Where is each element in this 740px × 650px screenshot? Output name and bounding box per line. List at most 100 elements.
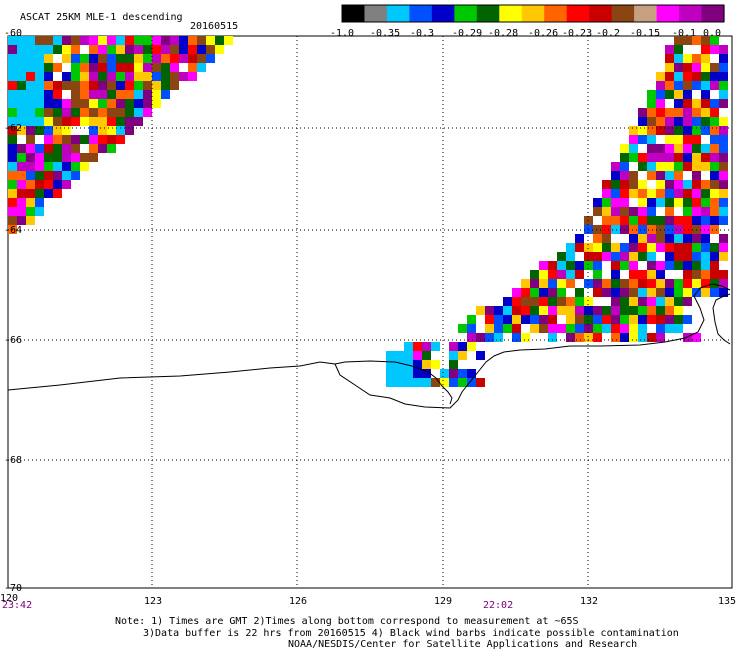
color-scale-swatch bbox=[611, 5, 635, 22]
data-pixel bbox=[692, 333, 701, 342]
legend-label-3: -0.29 bbox=[452, 28, 482, 39]
data-pixel bbox=[701, 270, 710, 279]
data-pixel bbox=[53, 144, 62, 153]
data-pixel bbox=[629, 252, 638, 261]
data-pixel bbox=[692, 45, 701, 54]
data-pixel bbox=[701, 288, 710, 297]
data-pixel bbox=[557, 279, 566, 288]
data-pixel bbox=[611, 252, 620, 261]
data-pixel bbox=[116, 63, 125, 72]
data-pixel bbox=[719, 117, 728, 126]
data-pixel bbox=[638, 180, 647, 189]
data-pixel bbox=[71, 63, 80, 72]
data-pixel bbox=[512, 288, 521, 297]
data-pixel bbox=[503, 297, 512, 306]
data-pixel bbox=[62, 63, 71, 72]
data-pixel bbox=[674, 216, 683, 225]
data-pixel bbox=[665, 315, 674, 324]
data-pixel bbox=[71, 162, 80, 171]
data-pixel bbox=[593, 297, 602, 306]
data-pixel bbox=[701, 216, 710, 225]
data-pixel bbox=[53, 99, 62, 108]
data-pixel bbox=[629, 279, 638, 288]
data-pixel bbox=[683, 333, 692, 342]
data-pixel bbox=[674, 306, 683, 315]
data-pixel bbox=[566, 315, 575, 324]
data-pixel bbox=[674, 81, 683, 90]
legend-label-9: -0.1 bbox=[672, 28, 696, 39]
data-pixel bbox=[62, 45, 71, 54]
data-pixel bbox=[143, 45, 152, 54]
data-pixel bbox=[629, 171, 638, 180]
data-pixel bbox=[395, 369, 404, 378]
data-pixel bbox=[719, 54, 728, 63]
data-pixel bbox=[656, 81, 665, 90]
data-pixel bbox=[539, 270, 548, 279]
data-pixel bbox=[719, 63, 728, 72]
data-pixel bbox=[98, 99, 107, 108]
data-pixel bbox=[449, 378, 458, 387]
data-pixel bbox=[26, 162, 35, 171]
data-pixel bbox=[71, 36, 80, 45]
data-pixel bbox=[17, 216, 26, 225]
data-pixel bbox=[593, 288, 602, 297]
data-pixel bbox=[566, 306, 575, 315]
data-pixel bbox=[80, 135, 89, 144]
data-pixel bbox=[719, 207, 728, 216]
data-pixel bbox=[539, 315, 548, 324]
data-pixel bbox=[602, 243, 611, 252]
data-pixel bbox=[710, 162, 719, 171]
data-pixel bbox=[719, 261, 728, 270]
data-pixel bbox=[647, 198, 656, 207]
data-pixel bbox=[134, 99, 143, 108]
data-pixel bbox=[602, 306, 611, 315]
data-pixel bbox=[683, 81, 692, 90]
data-pixel bbox=[629, 180, 638, 189]
data-pixel bbox=[188, 36, 197, 45]
data-pixel bbox=[611, 225, 620, 234]
data-pixel bbox=[89, 153, 98, 162]
data-pixel bbox=[512, 297, 521, 306]
data-pixel bbox=[134, 54, 143, 63]
data-pixel bbox=[665, 54, 674, 63]
data-pixel bbox=[701, 279, 710, 288]
data-pixel bbox=[710, 171, 719, 180]
data-pixel bbox=[575, 270, 584, 279]
data-pixel bbox=[404, 351, 413, 360]
data-pixel bbox=[476, 351, 485, 360]
data-pixel bbox=[143, 72, 152, 81]
data-pixel bbox=[35, 99, 44, 108]
data-pixel bbox=[53, 153, 62, 162]
data-pixel bbox=[665, 324, 674, 333]
data-pixel bbox=[647, 306, 656, 315]
lat-tick-60: -60 bbox=[4, 28, 22, 39]
data-pixel bbox=[629, 261, 638, 270]
data-pixel bbox=[647, 288, 656, 297]
data-pixel bbox=[44, 144, 53, 153]
data-pixel bbox=[413, 342, 422, 351]
data-pixel bbox=[629, 225, 638, 234]
data-pixel bbox=[17, 153, 26, 162]
data-pixel bbox=[8, 153, 17, 162]
data-pixel bbox=[683, 279, 692, 288]
data-pixel bbox=[521, 315, 530, 324]
data-pixel bbox=[404, 378, 413, 387]
data-pixel bbox=[35, 189, 44, 198]
data-pixel bbox=[71, 171, 80, 180]
data-pixel bbox=[53, 63, 62, 72]
wind-data-pixels bbox=[8, 36, 728, 387]
data-pixel bbox=[17, 63, 26, 72]
data-pixel bbox=[620, 180, 629, 189]
data-pixel bbox=[8, 90, 17, 99]
data-pixel bbox=[665, 144, 674, 153]
data-pixel bbox=[674, 36, 683, 45]
data-pixel bbox=[89, 36, 98, 45]
data-pixel bbox=[125, 54, 134, 63]
data-pixel bbox=[647, 189, 656, 198]
data-pixel bbox=[134, 72, 143, 81]
data-pixel bbox=[674, 99, 683, 108]
data-pixel bbox=[44, 135, 53, 144]
data-pixel bbox=[134, 90, 143, 99]
data-pixel bbox=[521, 324, 530, 333]
data-pixel bbox=[584, 297, 593, 306]
